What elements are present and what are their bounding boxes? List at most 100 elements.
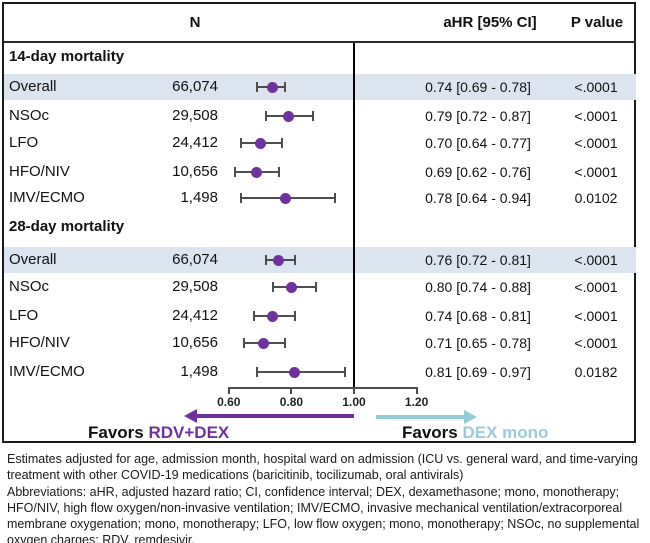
row-ahr-value: 0.78 [0.64 - 0.94] (425, 190, 531, 206)
row-label: IMV/ECMO (9, 363, 85, 380)
axis-tick (353, 387, 355, 394)
ci-cap-low (240, 138, 243, 148)
ci-cap-low (234, 167, 237, 177)
axis-tick-label: 0.80 (279, 395, 304, 409)
row-label: Overall (9, 78, 57, 95)
ci-whisker (256, 371, 345, 373)
row-n-value: 10,656 (172, 334, 218, 351)
ci-cap-low (255, 367, 258, 377)
favors-left-arrow-shaft (196, 414, 354, 418)
row-n-value: 24,412 (172, 307, 218, 324)
row-n-value: 66,074 (172, 78, 218, 95)
favors-right-arrow-head (464, 410, 477, 424)
header-separator-line (4, 41, 636, 43)
row-n-value: 1,498 (180, 363, 218, 380)
row-ahr-value: 0.74 [0.69 - 0.78] (425, 79, 531, 95)
ci-cap-high (277, 167, 280, 177)
section-title: 28-day mortality (9, 218, 125, 235)
column-header-pvalue: P value (570, 14, 624, 31)
point-estimate-dot (285, 281, 297, 293)
ci-cap-low (265, 111, 268, 121)
row-p-value: 0.0182 (574, 364, 618, 380)
row-n-value: 1,498 (180, 189, 218, 206)
ci-cap-high (315, 282, 318, 292)
row-ahr-value: 0.79 [0.72 - 0.87] (425, 108, 531, 124)
axis-tick-label: 1.20 (404, 395, 429, 409)
row-label: NSOc (9, 278, 50, 295)
ci-cap-low (265, 255, 268, 265)
point-estimate-dot (267, 81, 279, 93)
point-estimate-dot (257, 337, 269, 349)
favors-left-accent: RDV+DEX (148, 423, 230, 442)
ci-cap-high (334, 193, 337, 203)
row-n-value: 10,656 (172, 163, 218, 180)
row-p-value: <.0001 (574, 279, 618, 295)
point-estimate-dot (251, 166, 263, 178)
row-p-value: <.0001 (574, 108, 618, 124)
row-ahr-value: 0.76 [0.72 - 0.81] (425, 252, 531, 268)
favors-left-label: Favors RDV+DEX (88, 423, 229, 443)
point-estimate-dot (254, 137, 266, 149)
row-n-value: 29,508 (172, 107, 218, 124)
row-ahr-value: 0.80 [0.74 - 0.88] (425, 279, 531, 295)
ci-cap-high (293, 311, 296, 321)
row-p-value: <.0001 (574, 335, 618, 351)
column-header-n: N (189, 14, 201, 31)
ci-cap-low (240, 193, 243, 203)
point-estimate-dot (279, 192, 291, 204)
row-label: LFO (9, 134, 39, 151)
section-title: 14-day mortality (9, 48, 125, 65)
point-estimate-dot (273, 254, 285, 266)
footnote-abbreviations: Abbreviations: aHR, adjusted hazard rati… (7, 484, 640, 543)
ci-cap-low (252, 311, 255, 321)
row-n-value: 66,074 (172, 251, 218, 268)
row-label: IMV/ECMO (9, 189, 85, 206)
row-n-value: 29,508 (172, 278, 218, 295)
axis-tick (415, 387, 418, 394)
row-ahr-value: 0.74 [0.68 - 0.81] (425, 308, 531, 324)
ci-cap-low (271, 282, 274, 292)
ci-cap-low (255, 82, 258, 92)
point-estimate-dot (289, 366, 301, 378)
axis-line (228, 387, 417, 389)
ci-cap-high (281, 138, 283, 148)
row-ahr-value: 0.71 [0.65 - 0.78] (425, 335, 531, 351)
row-p-value: <.0001 (574, 164, 618, 180)
row-p-value: <.0001 (574, 308, 618, 324)
footnotes: Estimates adjusted for age, admission mo… (7, 451, 643, 543)
ci-cap-high (284, 82, 287, 92)
ci-cap-high (312, 111, 315, 121)
favors-right-plain: Favors (402, 423, 463, 442)
point-estimate-dot (282, 110, 294, 122)
row-label: LFO (9, 307, 39, 324)
ci-cap-high (293, 255, 296, 265)
column-header-ahr: aHR [95% CI] (443, 14, 537, 31)
ci-cap-high (343, 367, 346, 377)
point-estimate-dot (267, 310, 279, 322)
favors-right-arrow-shaft (376, 415, 464, 419)
row-n-value: 24,412 (172, 134, 218, 151)
row-label: HFO/NIV (9, 334, 70, 351)
row-label: Overall (9, 251, 57, 268)
axis-tick (290, 387, 293, 394)
row-p-value: <.0001 (574, 252, 618, 268)
row-p-value: <.0001 (574, 135, 618, 151)
row-highlight (4, 247, 636, 273)
axis-tick-label: 0.60 (217, 395, 241, 409)
row-label: HFO/NIV (9, 163, 70, 180)
favors-right-label: Favors DEX mono (402, 423, 548, 443)
ci-cap-high (284, 338, 287, 348)
row-ahr-value: 0.69 [0.62 - 0.76] (425, 164, 531, 180)
ci-cap-low (243, 338, 246, 348)
footnote-adjustment: Estimates adjusted for age, admission mo… (7, 452, 638, 483)
row-p-value: <.0001 (574, 79, 618, 95)
axis-tick (227, 387, 230, 394)
row-highlight (4, 74, 636, 100)
axis-tick-label: 1.00 (342, 395, 366, 409)
favors-left-plain: Favors (88, 423, 149, 442)
row-p-value: 0.0102 (574, 190, 618, 206)
row-label: NSOc (9, 107, 50, 124)
reference-line (353, 43, 355, 392)
row-ahr-value: 0.81 [0.69 - 0.97] (425, 364, 531, 380)
